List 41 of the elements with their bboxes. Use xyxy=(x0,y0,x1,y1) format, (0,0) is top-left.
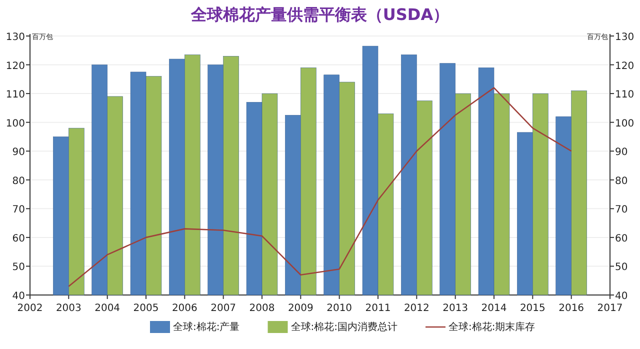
y2-tick-label: 40 xyxy=(615,291,628,302)
x-tick-label: 2011 xyxy=(365,303,391,314)
x-tick-label: 2015 xyxy=(520,303,546,314)
y-tick-label: 130 xyxy=(6,32,25,43)
x-tick-label: 2008 xyxy=(249,303,275,314)
y2-tick-label: 70 xyxy=(615,204,628,216)
y2-tick-label: 90 xyxy=(615,147,628,158)
x-tick-label: 2013 xyxy=(442,303,468,314)
y-tick-label: 100 xyxy=(6,118,25,130)
y2-tick-label: 60 xyxy=(615,233,628,244)
y-tick-label: 90 xyxy=(12,147,25,158)
y-tick-label: 110 xyxy=(6,90,25,101)
y2-tick-label: 120 xyxy=(615,60,634,72)
y2-tick-label: 130 xyxy=(615,32,634,43)
y-tick-label: 50 xyxy=(12,262,25,274)
chart-title: 全球棉花产量供需平衡表（USDA） xyxy=(190,5,450,24)
y-tick-label: 80 xyxy=(12,176,25,187)
x-tick-label: 2007 xyxy=(210,303,236,314)
y-tick-label: 40 xyxy=(12,291,25,302)
x-tick-label: 2003 xyxy=(56,303,82,314)
y-tick-label: 60 xyxy=(12,233,25,244)
x-tick-label: 2012 xyxy=(404,303,430,314)
x-tick-label: 2006 xyxy=(172,303,198,314)
y2-tick-label: 50 xyxy=(615,262,628,274)
legend-label: 全球:棉花:产量 xyxy=(173,321,240,333)
y2-tick-label: 110 xyxy=(615,90,634,101)
line-series xyxy=(68,87,572,288)
x-tick-label: 2002 xyxy=(17,303,43,314)
legend-label: 全球:棉花:期末库存 xyxy=(448,321,536,333)
x-tick-label: 2014 xyxy=(481,303,507,314)
y2-tick-label: 100 xyxy=(615,118,634,130)
x-tick-label: 2010 xyxy=(326,303,352,314)
x-tick-label: 2016 xyxy=(558,303,584,314)
x-tick-label: 2004 xyxy=(94,303,120,314)
y-tick-label: 70 xyxy=(12,204,25,216)
x-tick-label: 2009 xyxy=(288,303,314,314)
x-tick-label: 2017 xyxy=(597,303,623,314)
legend-label: 全球:棉花:国内消费总计 xyxy=(290,321,398,333)
y-tick-label: 120 xyxy=(6,60,25,72)
y2-tick-label: 80 xyxy=(615,176,628,187)
x-tick-label: 2005 xyxy=(133,303,159,314)
